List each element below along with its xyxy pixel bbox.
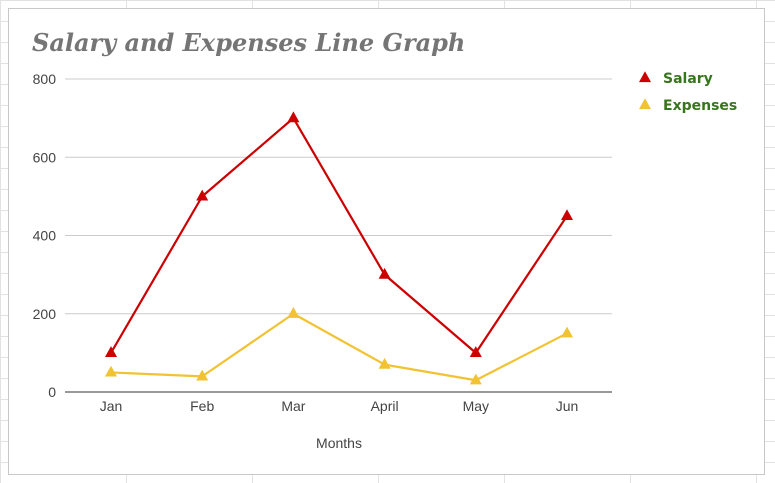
data-point-marker [287,307,300,318]
gridlines [65,78,612,315]
legend-label-salary: Salary [663,71,713,87]
chart-frame [8,8,765,475]
data-point-marker [287,111,300,123]
series-group [105,111,573,385]
y-axis-ticks: 0 200 400 600 800 [33,71,57,400]
legend: Salary Expenses [639,71,737,114]
x-axis-ticks: Jan Feb Mar April May Jun [100,398,579,414]
x-axis-title: Months [316,435,362,451]
chart-title: Salary and Expenses Line Graph [32,28,465,57]
x-tick-label: Feb [190,398,214,414]
y-tick-label: 400 [33,228,57,244]
data-point-marker [378,267,391,279]
series-salary [105,111,573,357]
data-point-marker [561,326,573,338]
series-expenses [105,307,573,385]
y-tick-label: 0 [48,384,56,400]
legend-marker-expenses [639,98,651,110]
data-point-marker [105,346,117,357]
series-line-expenses [110,312,568,382]
x-tick-label: Jan [100,398,123,414]
data-point-marker [469,346,482,357]
x-tick-label: Mar [281,398,305,414]
legend-marker-salary [639,71,651,83]
y-tick-label: 800 [33,71,57,87]
data-point-marker [561,209,573,221]
data-point-marker [378,357,391,369]
x-tick-label: April [371,398,399,414]
x-tick-label: Jun [556,398,579,414]
legend-label-expenses: Expenses [663,98,737,114]
y-tick-label: 200 [33,306,57,322]
series-line-salary [110,117,568,354]
data-point-marker [469,373,482,385]
y-tick-label: 600 [33,149,57,165]
data-point-marker [196,369,209,381]
data-point-marker [196,189,209,201]
x-tick-label: May [463,398,489,414]
data-point-marker [105,365,117,377]
